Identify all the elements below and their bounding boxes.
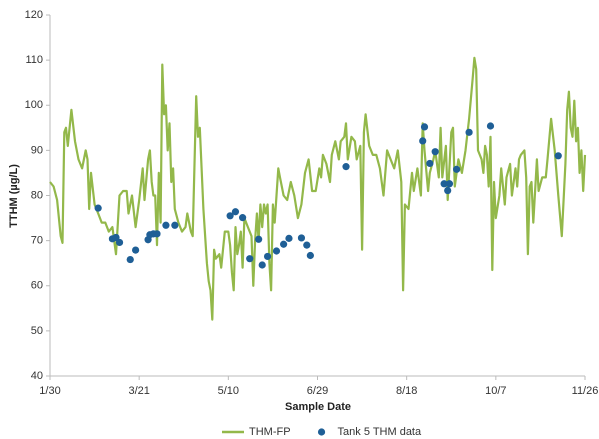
x-tick-label: 8/18 xyxy=(396,385,417,397)
x-tick-label: 3/21 xyxy=(128,385,149,397)
data-point xyxy=(112,233,120,242)
data-point xyxy=(239,214,247,222)
y-tick-label: 50 xyxy=(31,325,43,337)
data-point xyxy=(171,221,179,229)
data-point xyxy=(444,186,452,195)
y-tick-label: 60 xyxy=(31,280,43,292)
x-tick-label: 10/7 xyxy=(485,385,506,397)
y-tick-label: 100 xyxy=(25,99,43,111)
x-tick-label: 11/26 xyxy=(572,385,599,397)
data-point xyxy=(306,251,314,260)
data-point xyxy=(465,128,473,136)
data-point xyxy=(453,165,461,173)
data-point xyxy=(94,204,102,212)
data-point xyxy=(280,240,288,248)
y-axis-title: TTHM (µg/L) xyxy=(8,164,20,228)
data-point xyxy=(162,221,170,229)
x-tick-label: 6/29 xyxy=(307,385,328,397)
data-point xyxy=(226,212,234,220)
data-point xyxy=(263,252,272,261)
data-point xyxy=(303,241,311,249)
x-tick-label: 5/10 xyxy=(218,385,239,397)
data-point xyxy=(297,234,306,242)
legend-label: Tank 5 THM data xyxy=(338,426,422,438)
y-tick-label: 90 xyxy=(31,144,43,156)
data-point xyxy=(554,152,562,160)
y-tick-label: 110 xyxy=(25,54,43,66)
data-point xyxy=(419,137,427,145)
x-tick-label: 1/30 xyxy=(39,385,60,397)
y-tick-label: 80 xyxy=(31,189,43,201)
x-axis-title: Sample Date xyxy=(285,401,351,413)
data-point xyxy=(231,208,240,216)
data-point xyxy=(246,255,254,263)
data-point xyxy=(285,234,293,242)
data-point xyxy=(258,261,266,269)
data-point xyxy=(115,238,124,247)
data-point xyxy=(431,148,439,156)
legend-label: THM-FP xyxy=(249,426,291,438)
data-point xyxy=(272,247,281,255)
data-point xyxy=(132,246,140,254)
data-point xyxy=(420,123,429,131)
data-point xyxy=(153,230,161,238)
data-point xyxy=(342,163,350,171)
data-point xyxy=(126,255,134,264)
data-point xyxy=(426,159,434,168)
data-point xyxy=(445,180,454,188)
y-tick-label: 120 xyxy=(25,9,43,21)
legend-swatch xyxy=(317,428,326,436)
data-point xyxy=(440,180,448,188)
y-tick-label: 70 xyxy=(31,235,43,247)
data-point xyxy=(486,122,495,130)
data-point xyxy=(255,235,263,243)
y-tick-label: 40 xyxy=(31,370,43,382)
line-series xyxy=(49,56,587,321)
